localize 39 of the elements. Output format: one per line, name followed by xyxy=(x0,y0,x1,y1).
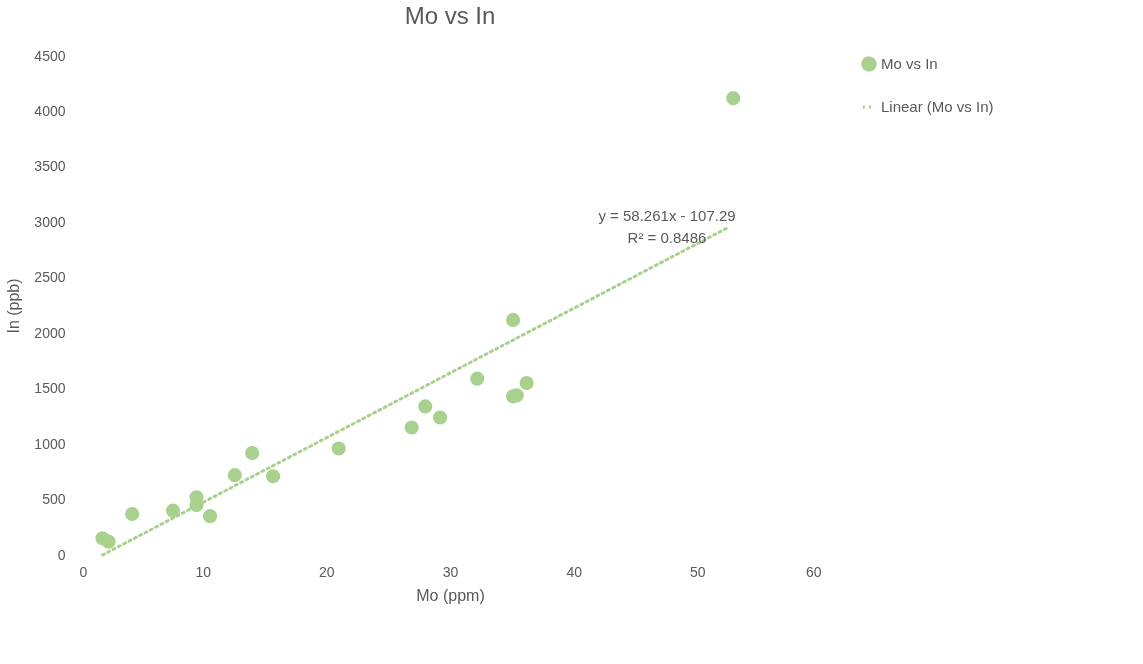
annotation: R² = 0.8486 xyxy=(627,229,707,246)
point xyxy=(203,509,218,524)
x-tick-label: 40 xyxy=(566,563,583,580)
legend-label: Mo vs In xyxy=(881,55,938,72)
point xyxy=(165,503,181,518)
point xyxy=(266,469,281,484)
y-tick-label: 4000 xyxy=(34,102,66,119)
y-tick-label: 1500 xyxy=(34,380,66,397)
point xyxy=(404,420,419,435)
y-axis-title: In (ppb) xyxy=(5,278,23,334)
point xyxy=(125,506,140,522)
x-axis-title: Mo (ppm) xyxy=(416,586,485,604)
legend-label: Linear (Mo vs In) xyxy=(881,98,994,115)
point xyxy=(245,445,260,461)
x-tick-label: 10 xyxy=(195,563,212,580)
x-tick-label: 30 xyxy=(442,563,459,580)
y-tick-label: 1000 xyxy=(34,435,66,452)
point xyxy=(331,441,346,456)
point xyxy=(506,312,521,327)
y-tick-label: 2500 xyxy=(34,269,66,286)
chart-title: Mo vs In xyxy=(404,2,496,29)
x-tick-label: 0 xyxy=(79,563,88,580)
x-tick-label: 60 xyxy=(805,563,822,580)
annotation: y = 58.261x - 107.29 xyxy=(598,207,736,224)
point xyxy=(433,410,448,425)
x-tick-label: 50 xyxy=(690,563,706,580)
point xyxy=(519,376,534,391)
y-tick-label: 3000 xyxy=(34,213,66,230)
y-tick-label: 0 xyxy=(57,546,66,563)
point xyxy=(470,371,485,386)
y-tick-label: 4500 xyxy=(34,47,66,64)
point xyxy=(726,91,741,106)
y-tick-label: 500 xyxy=(42,491,66,508)
y-tick-label: 2000 xyxy=(34,324,66,341)
point xyxy=(101,534,116,549)
point xyxy=(227,468,242,483)
y-tick-label: 3500 xyxy=(34,158,66,175)
point xyxy=(418,399,433,414)
x-tick-label: 20 xyxy=(319,563,335,580)
